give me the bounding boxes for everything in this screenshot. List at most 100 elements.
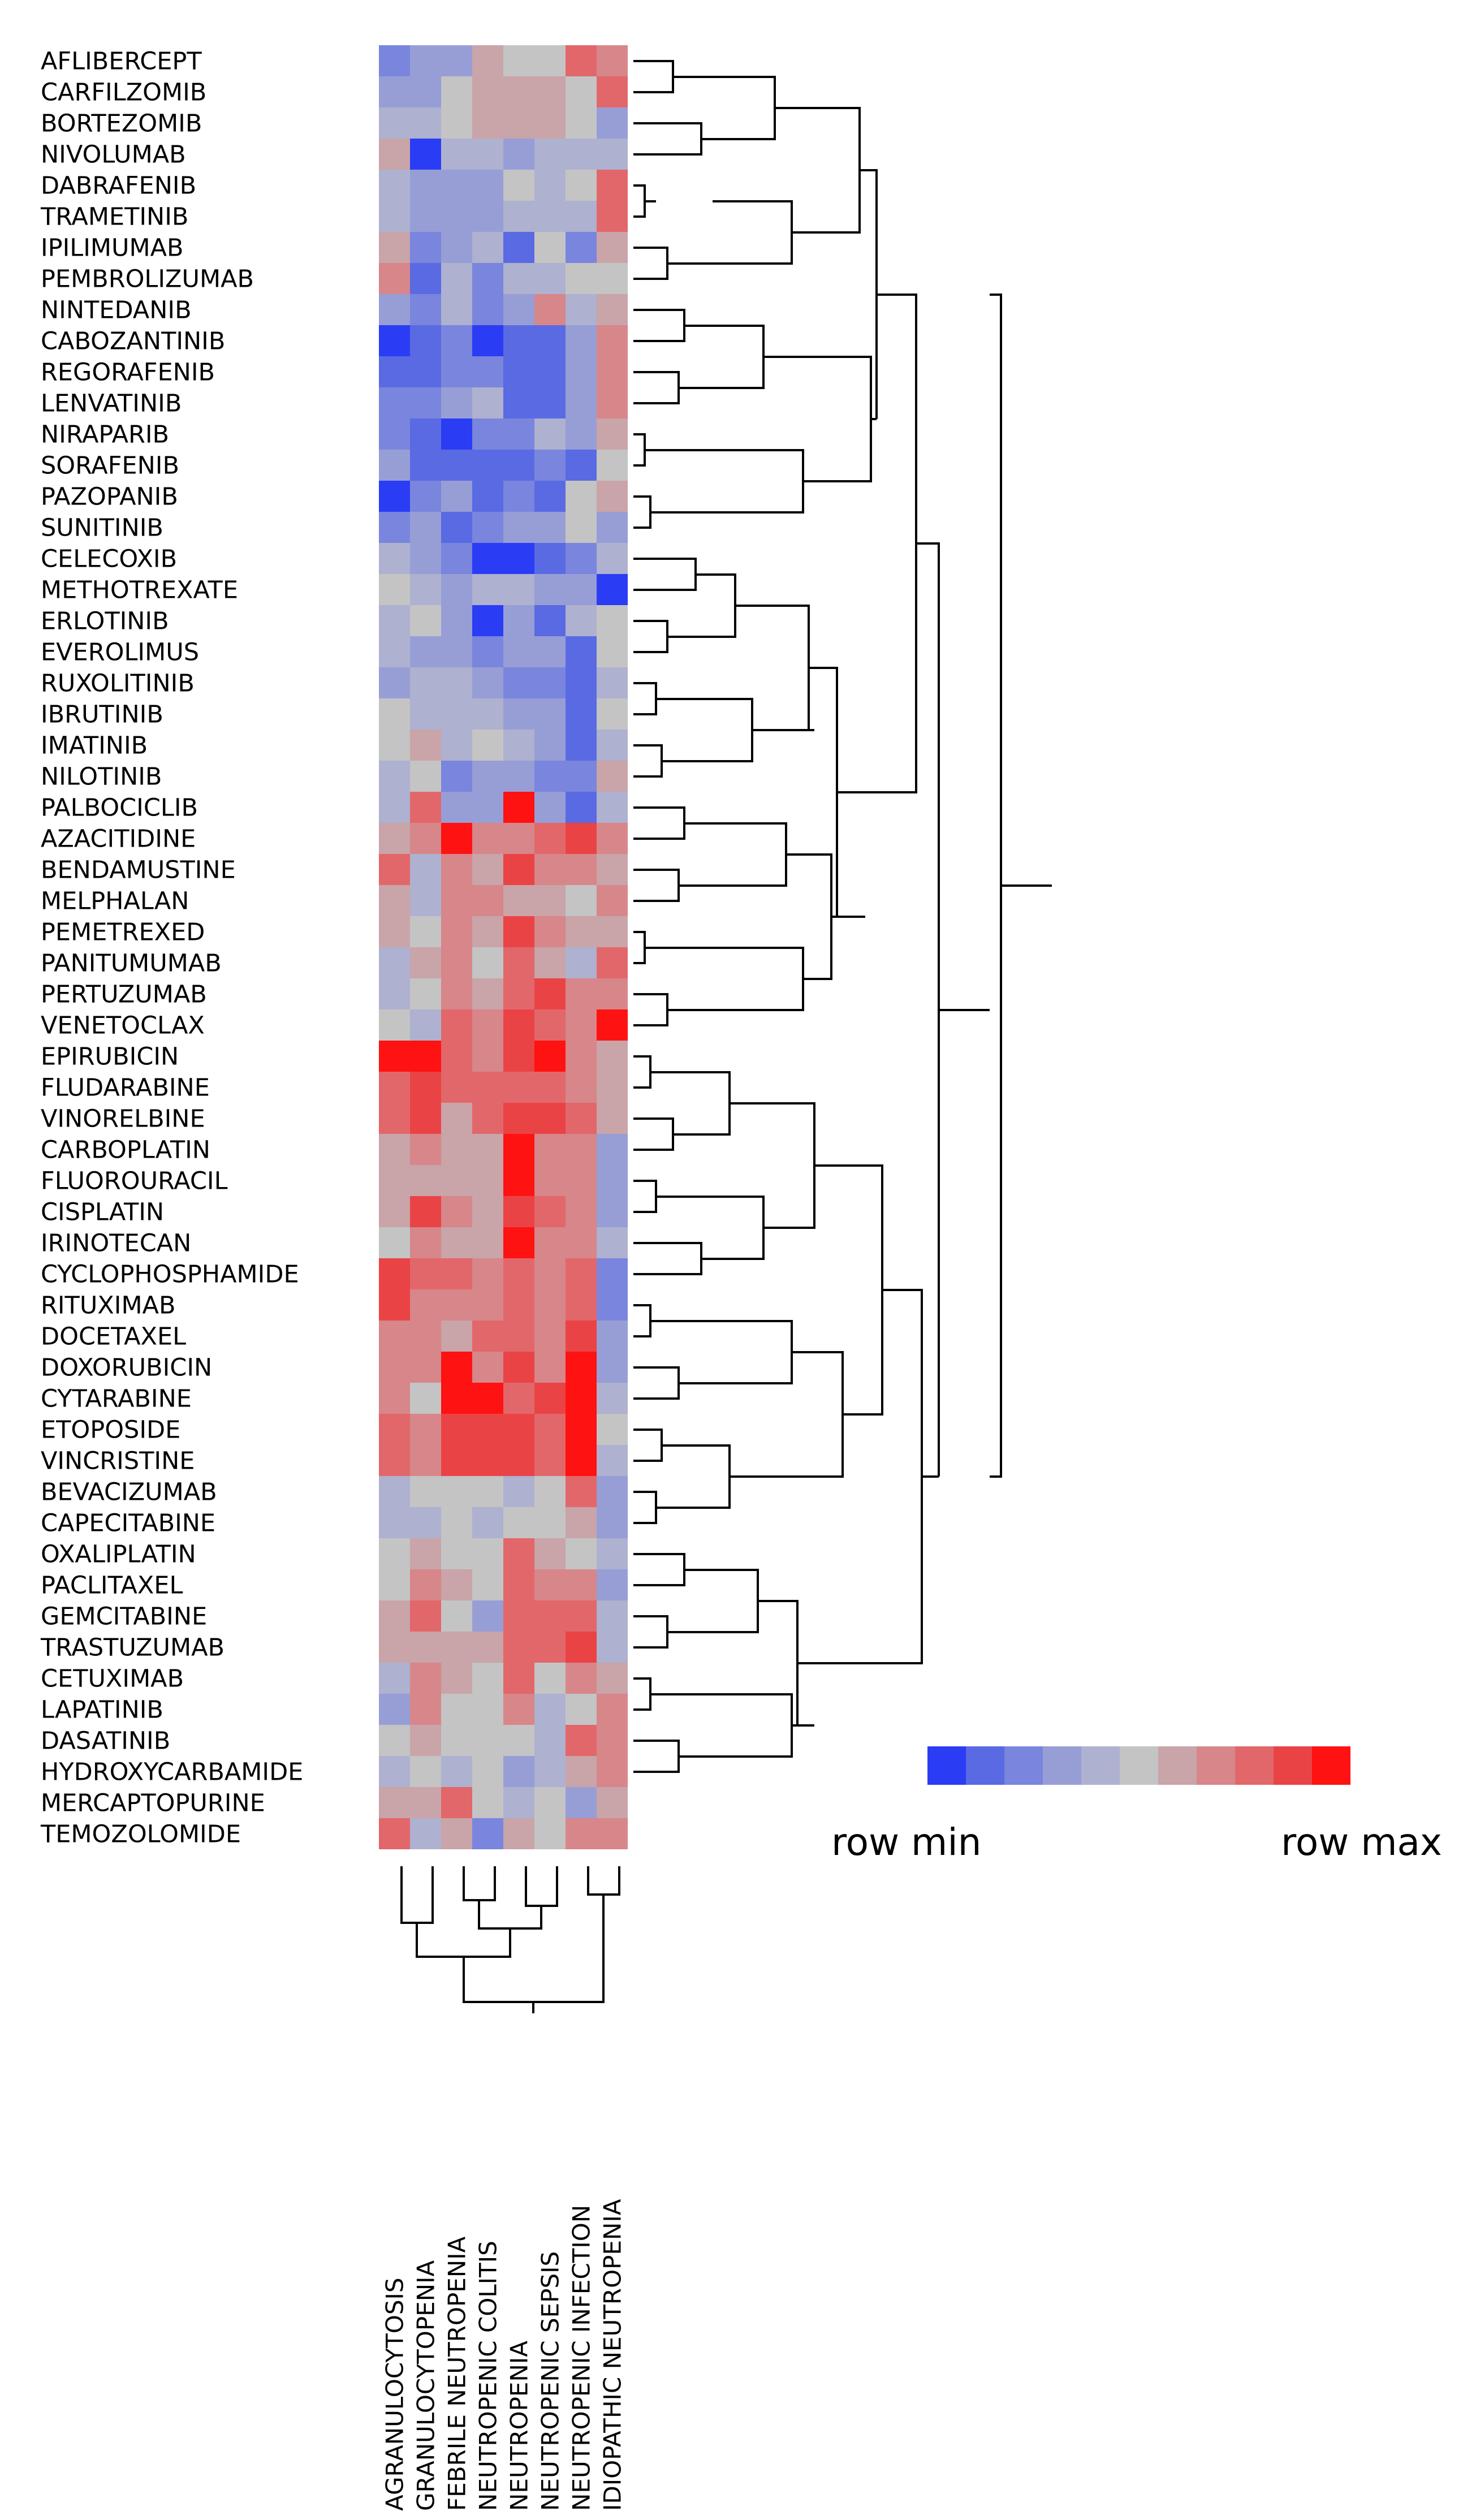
heatmap-cell bbox=[503, 1476, 534, 1507]
heatmap-cell bbox=[472, 823, 503, 854]
column-label: AGRANULOCYTOSIS bbox=[381, 2277, 409, 2511]
heatmap-cell bbox=[566, 1600, 597, 1632]
heatmap-cell bbox=[472, 1507, 503, 1538]
heatmap-cell bbox=[534, 387, 566, 418]
heatmap-cell bbox=[566, 1196, 597, 1227]
column-label: NEUTROPENIC INFECTION bbox=[568, 2205, 595, 2511]
heatmap-cell bbox=[472, 574, 503, 605]
heatmap-cell bbox=[472, 1414, 503, 1445]
heatmap-cell bbox=[441, 139, 472, 170]
heatmap-cell bbox=[503, 481, 534, 512]
heatmap-cell bbox=[534, 1352, 566, 1383]
heatmap-cell bbox=[597, 232, 628, 263]
heatmap-cell bbox=[472, 854, 503, 885]
heatmap-cell bbox=[597, 1694, 628, 1725]
heatmap-cell bbox=[441, 1321, 472, 1352]
heatmap-cell bbox=[566, 76, 597, 107]
heatmap-cell bbox=[379, 1258, 410, 1289]
heatmap-cell bbox=[566, 1632, 597, 1663]
heatmap-cell bbox=[534, 1569, 566, 1600]
row-label: RITUXIMAB bbox=[41, 1292, 175, 1320]
heatmap-cell bbox=[379, 1134, 410, 1165]
heatmap-cell bbox=[472, 201, 503, 232]
heatmap-cell bbox=[534, 76, 566, 107]
heatmap-cell bbox=[410, 792, 441, 823]
heatmap-cell bbox=[379, 107, 410, 139]
heatmap-cell bbox=[472, 450, 503, 481]
heatmap-cell bbox=[379, 1538, 410, 1569]
heatmap-cell bbox=[503, 636, 534, 667]
heatmap-cell bbox=[597, 1165, 628, 1196]
heatmap-cell bbox=[503, 1009, 534, 1041]
row-label: MERCAPTOPURINE bbox=[41, 1789, 265, 1818]
heatmap-cell bbox=[566, 1414, 597, 1445]
heatmap-cell bbox=[441, 1227, 472, 1258]
heatmap-cell bbox=[503, 1321, 534, 1352]
heatmap-cell bbox=[597, 885, 628, 916]
heatmap-cell bbox=[503, 1787, 534, 1818]
heatmap-cell bbox=[597, 823, 628, 854]
heatmap-cell bbox=[472, 512, 503, 543]
heatmap-cell bbox=[379, 698, 410, 730]
row-label: BENDAMUSTINE bbox=[41, 856, 236, 884]
legend-min-label: row min bbox=[831, 1820, 981, 1864]
heatmap-cell bbox=[597, 325, 628, 356]
heatmap-cell bbox=[379, 1756, 410, 1787]
heatmap-cell bbox=[597, 854, 628, 885]
heatmap-cell bbox=[472, 294, 503, 325]
heatmap-cell bbox=[534, 605, 566, 636]
row-label: CABOZANTINIB bbox=[41, 327, 225, 356]
heatmap-cell bbox=[534, 170, 566, 201]
heatmap-cell bbox=[410, 1476, 441, 1507]
legend-swatch bbox=[1312, 1746, 1350, 1785]
heatmap-cell bbox=[597, 1134, 628, 1165]
heatmap-cell bbox=[472, 325, 503, 356]
heatmap-cell bbox=[410, 947, 441, 978]
heatmap-cell bbox=[441, 450, 472, 481]
heatmap-cell bbox=[441, 1165, 472, 1196]
heatmap-cell bbox=[410, 1569, 441, 1600]
heatmap-cell bbox=[410, 1072, 441, 1103]
heatmap-cell bbox=[472, 45, 503, 76]
row-label: DOXORUBICIN bbox=[41, 1354, 212, 1382]
heatmap-cell bbox=[597, 1041, 628, 1072]
heatmap-cell bbox=[441, 1600, 472, 1632]
heatmap-cell bbox=[441, 885, 472, 916]
heatmap-cell bbox=[566, 885, 597, 916]
heatmap-cell bbox=[566, 1258, 597, 1289]
heatmap-cell bbox=[410, 1134, 441, 1165]
column-labels: AGRANULOCYTOSIS GRANULOCYTOPENIA FEBRILE N… bbox=[381, 2199, 627, 2511]
heatmap-cell bbox=[472, 916, 503, 947]
heatmap-cell bbox=[441, 854, 472, 885]
heatmap-cell bbox=[379, 730, 410, 761]
heatmap-cell bbox=[472, 605, 503, 636]
heatmap-cell bbox=[534, 1476, 566, 1507]
heatmap-cell bbox=[503, 1663, 534, 1694]
heatmap-cell bbox=[441, 45, 472, 76]
heatmap-cell bbox=[441, 730, 472, 761]
heatmap-cell bbox=[410, 481, 441, 512]
heatmap-cell bbox=[503, 698, 534, 730]
heatmap-cell bbox=[503, 667, 534, 698]
heatmap-cell bbox=[441, 1694, 472, 1725]
heatmap-cell bbox=[441, 574, 472, 605]
heatmap-cell bbox=[472, 1600, 503, 1632]
heatmap-cell bbox=[441, 387, 472, 418]
heatmap-cell bbox=[534, 325, 566, 356]
legend-swatch bbox=[1120, 1746, 1158, 1785]
heatmap-cell bbox=[503, 139, 534, 170]
heatmap-cell bbox=[441, 667, 472, 698]
heatmap-cell bbox=[566, 1476, 597, 1507]
heatmap-cell bbox=[410, 1041, 441, 1072]
heatmap-cell bbox=[472, 1289, 503, 1321]
heatmap-cell bbox=[441, 294, 472, 325]
heatmap-cell bbox=[534, 45, 566, 76]
heatmap-cell bbox=[566, 1383, 597, 1414]
row-label: PACLITAXEL bbox=[41, 1572, 183, 1600]
heatmap-cell bbox=[379, 1445, 410, 1476]
heatmap-cell bbox=[566, 294, 597, 325]
heatmap-cell bbox=[534, 1009, 566, 1041]
legend-swatch bbox=[966, 1746, 1004, 1785]
heatmap-cell bbox=[566, 854, 597, 885]
